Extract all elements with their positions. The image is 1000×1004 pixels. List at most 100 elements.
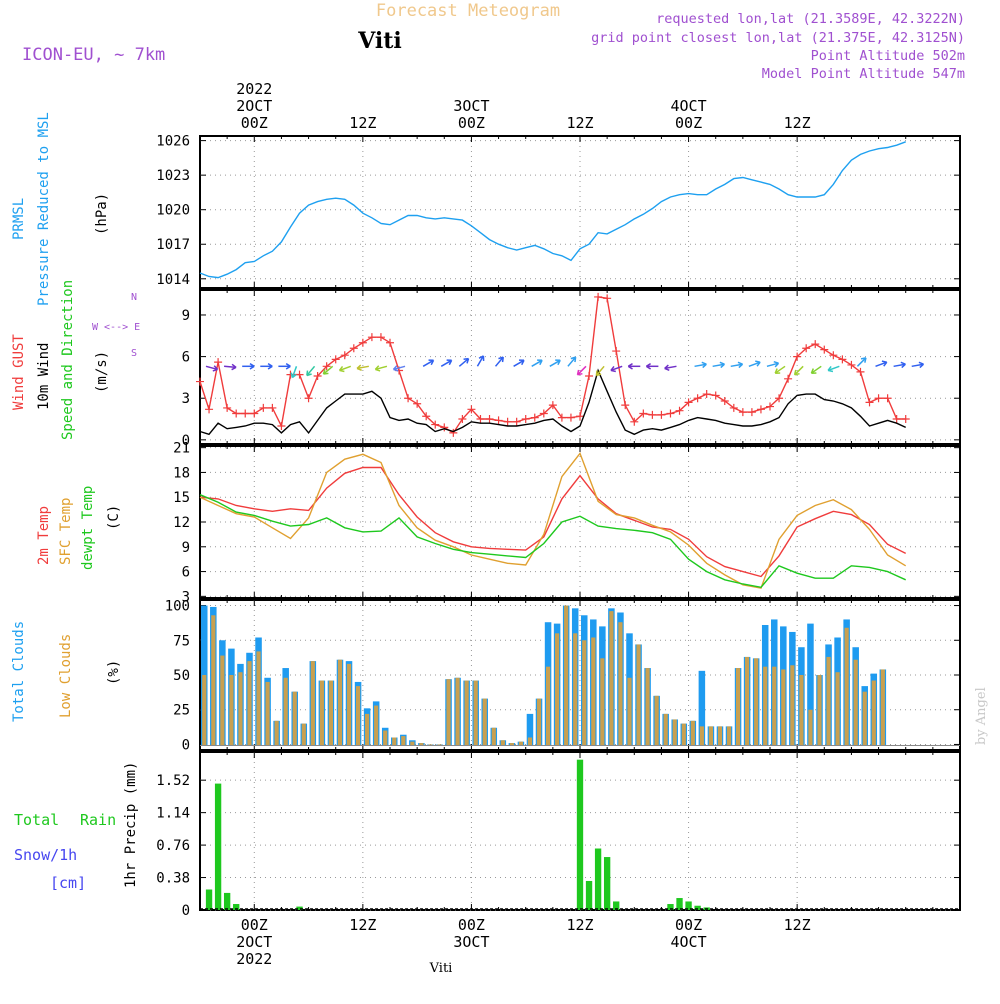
rain-bar bbox=[585, 880, 593, 910]
wind-arrow-shaft bbox=[476, 355, 485, 367]
low-cloud-bar bbox=[772, 666, 777, 746]
gust-marker bbox=[657, 410, 666, 419]
panel-clouds: 0 25 50 75 100 bbox=[165, 599, 961, 753]
low-cloud-bar bbox=[745, 656, 750, 746]
low-cloud-bar bbox=[754, 658, 759, 746]
rain-bar bbox=[205, 889, 213, 910]
wind-arrow bbox=[893, 361, 906, 369]
gust-marker bbox=[358, 338, 367, 347]
wind-arrow bbox=[748, 360, 761, 368]
wind-arrow-shaft bbox=[458, 358, 470, 367]
pressure-series-prmsl bbox=[199, 141, 906, 279]
low-cloud-bar bbox=[292, 691, 297, 746]
wind-arrow-head bbox=[755, 360, 761, 367]
pressure-unit: (hPa) bbox=[94, 193, 110, 235]
temp-label-sfc: SFC Temp bbox=[58, 498, 74, 565]
low-cloud-bar bbox=[681, 723, 686, 746]
wind-arrow bbox=[694, 361, 707, 369]
clouds-ytick-label: 25 bbox=[173, 703, 190, 719]
wind-arrow-shaft bbox=[856, 357, 867, 367]
gust-marker bbox=[865, 398, 874, 407]
gust-marker bbox=[521, 415, 530, 424]
gust-marker bbox=[666, 409, 675, 418]
bottom-time-label: 12Z bbox=[784, 916, 811, 934]
precip-label-rain: Rain bbox=[80, 811, 116, 829]
temperature-series-dewpt-temp bbox=[199, 494, 906, 589]
low-cloud-bar bbox=[591, 637, 596, 746]
gust-marker bbox=[304, 394, 313, 403]
wind-arrow bbox=[911, 361, 925, 369]
wind-arrow-shaft bbox=[893, 363, 906, 368]
low-cloud-bar bbox=[328, 680, 334, 746]
compass-we: W <--> E bbox=[92, 322, 140, 333]
gust-marker bbox=[232, 409, 241, 418]
low-cloud-bar bbox=[527, 737, 533, 746]
low-cloud-bar bbox=[446, 679, 451, 746]
gust-marker bbox=[557, 413, 566, 422]
footer-location: Viti bbox=[429, 961, 453, 976]
top-time-label: 12Z bbox=[566, 114, 593, 132]
temp-unit: (C) bbox=[106, 505, 122, 530]
gust-marker bbox=[548, 401, 557, 410]
wind-arrow bbox=[875, 360, 888, 368]
precip-ytick-label: 0.38 bbox=[156, 871, 190, 887]
gust-marker bbox=[413, 399, 422, 408]
gust-marker bbox=[738, 408, 747, 417]
temperature-ytick-label: 18 bbox=[173, 465, 190, 481]
gust-marker bbox=[702, 390, 711, 399]
wind-arrow bbox=[774, 365, 786, 374]
gust-marker bbox=[223, 403, 232, 412]
wind-arrow-shaft bbox=[748, 361, 761, 368]
low-cloud-bar bbox=[265, 681, 270, 746]
location-title: Viti bbox=[357, 28, 402, 54]
wind-arrow bbox=[338, 365, 352, 373]
low-cloud-bar bbox=[717, 726, 723, 746]
wind-arrow-shaft bbox=[393, 365, 406, 371]
gust-marker bbox=[512, 417, 521, 426]
wind-arrow bbox=[513, 359, 525, 367]
low-cloud-bar bbox=[410, 741, 415, 746]
pressure-ytick-label: 1026 bbox=[156, 134, 190, 150]
wind-arrow bbox=[610, 365, 623, 373]
rain-bar bbox=[613, 901, 620, 910]
gust-marker bbox=[820, 345, 829, 354]
total-cloud-bar bbox=[526, 713, 534, 746]
bottom-time-label: 00Z bbox=[241, 916, 268, 934]
precip-ytick-label: 1.14 bbox=[156, 806, 190, 822]
wind-arrow-head bbox=[392, 365, 399, 372]
gust-marker bbox=[711, 391, 720, 400]
wind-arrow bbox=[549, 359, 561, 367]
wind-arrow-head bbox=[249, 362, 255, 370]
gust-marker bbox=[756, 405, 765, 414]
low-cloud-bar bbox=[509, 743, 514, 746]
low-cloud-bar bbox=[491, 727, 496, 746]
low-cloud-bar bbox=[808, 709, 813, 746]
cloud-label-low: Low Clouds bbox=[58, 634, 74, 718]
wind-arrow-shaft bbox=[224, 365, 237, 369]
gust-marker bbox=[431, 420, 440, 429]
watermark: by Angel bbox=[974, 687, 989, 745]
top-time-label: 3OCT bbox=[453, 97, 489, 115]
low-cloud-bar bbox=[564, 605, 569, 746]
wind-arrow-head bbox=[446, 359, 453, 366]
clouds-ytick-label: 0 bbox=[182, 737, 190, 753]
wind-arrow bbox=[278, 362, 291, 370]
wind-arrow-head bbox=[374, 365, 381, 372]
wind-arrow bbox=[576, 365, 587, 376]
low-cloud-bar bbox=[238, 672, 243, 746]
top-time-label: 00Z bbox=[675, 114, 702, 132]
gust-marker bbox=[630, 417, 639, 426]
wind-arrow-head bbox=[478, 355, 485, 361]
clouds-ytick-label: 50 bbox=[173, 668, 190, 684]
low-cloud-bar bbox=[283, 677, 288, 746]
low-cloud-bar bbox=[826, 656, 831, 746]
top-time-label: 2OCT bbox=[236, 97, 272, 115]
wind-arrow-head bbox=[860, 357, 867, 363]
cloud-unit: (%) bbox=[106, 660, 122, 685]
wind-label-gust: Wind GUST bbox=[11, 334, 27, 410]
rain-bar bbox=[214, 783, 222, 910]
temperature-ytick-label: 12 bbox=[173, 515, 190, 531]
wind-arrow-shaft bbox=[595, 365, 605, 376]
low-cloud-bar bbox=[663, 713, 668, 746]
wind-arrow-head bbox=[900, 361, 906, 369]
